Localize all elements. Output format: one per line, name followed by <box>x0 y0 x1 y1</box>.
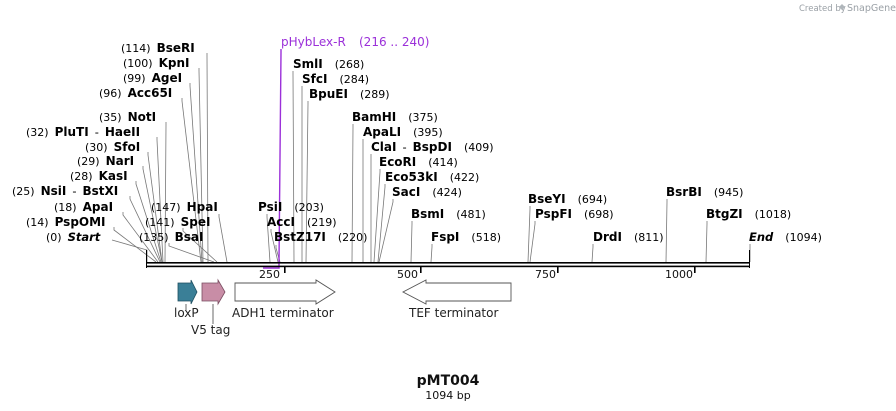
tick-mark <box>420 266 422 273</box>
enzyme-label-sfci: SfcI (284) <box>302 72 369 86</box>
feature-label: loxP <box>174 306 199 320</box>
snapgene-logo-icon <box>839 4 845 10</box>
loxp-arrow-icon <box>177 279 198 305</box>
tick-label: 500 <box>397 268 418 281</box>
feature-loxp: loxP <box>174 279 199 320</box>
enzyme-label-drdi: DrdI (811) <box>593 230 664 244</box>
enzyme-label-hpai: (147) HpaI <box>151 200 218 214</box>
enzyme-label-apai: (18) ApaI <box>54 200 113 214</box>
sequence-backbone <box>146 250 750 268</box>
enzyme-label-end: End (1094) <box>749 230 822 244</box>
tef-terminator-arrow-icon <box>402 279 512 305</box>
plasmid-length: 1094 bp <box>425 389 470 402</box>
enzyme-label-bamhi: BamHI (375) <box>352 110 438 124</box>
enzyme-label-fspi: FspI (518) <box>431 230 501 244</box>
enzyme-label-agei: (99) AgeI <box>123 71 182 85</box>
feature-adh1-terminator: ADH1 terminator <box>232 279 336 320</box>
tick-label: 1000 <box>665 268 693 281</box>
enzyme-label-clai: ClaI - BspDI (409) <box>371 140 494 154</box>
enzyme-label-btgzi: BtgZI (1018) <box>706 207 791 221</box>
enzyme-label-kpni: (100) KpnI <box>123 56 190 70</box>
enzyme-label-pspfi: PspFI (698) <box>535 207 614 221</box>
v5-tag-arrow-icon <box>201 278 226 306</box>
credit-brand: SnapGene <box>847 3 896 14</box>
feature-label: TEF terminator <box>408 306 498 320</box>
enzyme-label-bsrbi: BsrBI (945) <box>666 185 743 199</box>
enzyme-labels: (114) BseRI (100) KpnI (99) AgeI (96) Acc65I… <box>12 41 822 244</box>
enzyme-label-nari: (29) NarI <box>77 154 134 168</box>
enzyme-label-bseri: (114) BseRI <box>121 41 195 55</box>
enzyme-label-pspomi: (14) PspOMI <box>26 215 106 229</box>
enzyme-label-psii: PsiI (203) <box>258 200 324 214</box>
plasmid-name: pMT004 <box>417 373 480 389</box>
adh1-terminator-arrow-icon <box>234 279 336 305</box>
enzyme-label-nsii: (25) NsiI - BstXI <box>12 184 118 198</box>
enzyme-label-noti: (35) NotI <box>99 110 156 124</box>
enzyme-label-bsmi: BsmI (481) <box>411 207 486 221</box>
enzyme-label-bstz17i: BstZ17I (220) <box>274 230 367 244</box>
primer-range: (216 .. 240) <box>359 35 429 49</box>
feature-label: ADH1 terminator <box>232 306 334 320</box>
enzyme-label-start: (0) Start <box>46 230 101 244</box>
feature-label: V5 tag <box>191 323 230 337</box>
enzyme-label-spei: (141) SpeI <box>145 215 210 229</box>
enzyme-label-acc65i: (96) Acc65I <box>99 86 172 100</box>
credit-prefix: Created by <box>799 4 846 14</box>
enzyme-label-bpuei: BpuEI (289) <box>309 87 390 101</box>
enzyme-label-sfoi: (30) SfoI <box>85 140 140 154</box>
enzyme-label-eco53ki: Eco53kI (422) <box>385 170 479 184</box>
axis-ticks: 250 500 750 1000 <box>259 266 696 281</box>
tick-label: 250 <box>259 268 280 281</box>
enzyme-label-saci: SacI (424) <box>392 185 462 199</box>
tick-mark <box>284 266 286 273</box>
tick-mark <box>557 266 559 273</box>
enzyme-label-apali: ApaLI (395) <box>363 125 443 139</box>
feature-v5-tag: V5 tag <box>191 278 230 337</box>
tick-label: 750 <box>535 268 556 281</box>
primer-name: pHybLex-R <box>281 35 346 49</box>
enzyme-label-ecori: EcoRI (414) <box>379 155 458 169</box>
tick-mark <box>694 266 696 273</box>
enzyme-label-kasi: (28) KasI <box>70 169 128 183</box>
enzyme-label-bseyi: BseYI (694) <box>528 192 607 206</box>
enzyme-label-smli: SmlI (268) <box>293 57 364 71</box>
feature-tef-terminator: TEF terminator <box>402 279 512 320</box>
enzyme-label-pluti: (32) PluTI - HaeII <box>26 125 140 139</box>
enzyme-label-acci: AccI (219) <box>267 215 337 229</box>
enzyme-label-bsai: (135) BsaI <box>139 230 203 244</box>
enzyme-connectors <box>111 53 751 263</box>
